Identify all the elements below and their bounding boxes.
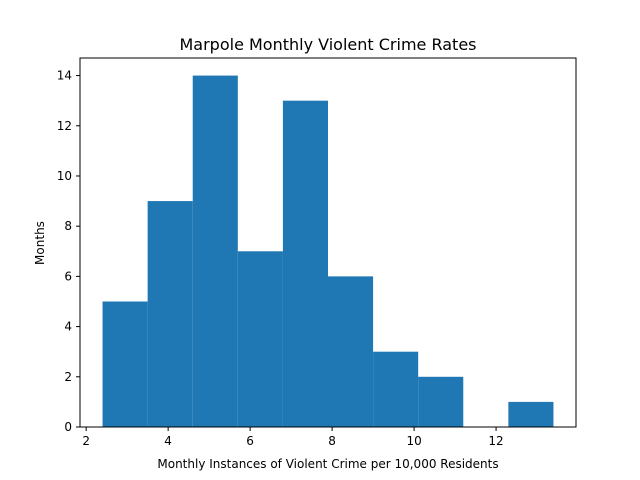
plot-frame (79, 57, 577, 428)
x-axis-label: Monthly Instances of Violent Crime per 1… (157, 457, 498, 471)
bars-group (102, 75, 554, 428)
y-tick-label: 6 (64, 269, 72, 283)
y-axis-ticks: 0 2 4 6 8 10 12 14 (57, 69, 80, 434)
x-tick-label: 4 (164, 434, 172, 448)
histogram-bar (282, 100, 328, 428)
histogram-bar (328, 276, 374, 427)
histogram-bar (418, 376, 464, 427)
y-tick-label: 0 (64, 420, 72, 434)
x-tick-label: 6 (246, 434, 254, 448)
y-tick-label: 4 (64, 320, 72, 334)
histogram-bar (237, 251, 283, 427)
x-tick-label: 2 (82, 434, 90, 448)
y-axis-label: Months (33, 221, 47, 265)
histogram-bar (147, 201, 193, 427)
histogram-bar (508, 401, 554, 427)
y-tick-label: 8 (64, 219, 72, 233)
x-axis-ticks: 2 4 6 8 10 12 (82, 427, 504, 448)
chart-title: Marpole Monthly Violent Crime Rates (179, 35, 476, 54)
y-tick-label: 12 (57, 119, 72, 133)
y-tick-label: 14 (57, 69, 72, 83)
x-tick-label: 8 (328, 434, 336, 448)
x-tick-label: 12 (488, 434, 503, 448)
histogram-bar (192, 75, 238, 428)
x-tick-label: 10 (406, 434, 421, 448)
histogram-bar (373, 351, 419, 427)
y-tick-label: 10 (57, 169, 72, 183)
y-tick-label: 2 (64, 370, 72, 384)
histogram-bar (102, 301, 148, 427)
